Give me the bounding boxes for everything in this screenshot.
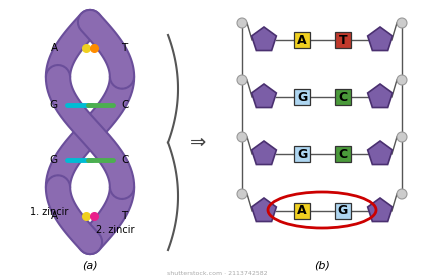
Circle shape	[397, 75, 407, 85]
Circle shape	[237, 132, 247, 142]
Text: T: T	[121, 43, 127, 53]
Text: A: A	[50, 43, 58, 53]
Text: G: G	[297, 90, 307, 104]
Text: T: T	[339, 34, 347, 46]
Circle shape	[397, 18, 407, 28]
Text: G: G	[297, 148, 307, 160]
FancyBboxPatch shape	[294, 203, 310, 219]
FancyBboxPatch shape	[335, 203, 351, 219]
Circle shape	[237, 75, 247, 85]
FancyBboxPatch shape	[294, 146, 310, 162]
Text: ⇒: ⇒	[190, 132, 206, 151]
Text: C: C	[339, 90, 348, 104]
Circle shape	[397, 189, 407, 199]
Polygon shape	[252, 84, 276, 108]
Text: G: G	[49, 99, 57, 109]
Text: (a): (a)	[82, 261, 98, 271]
Text: T: T	[121, 211, 127, 221]
Text: G: G	[338, 204, 348, 218]
Polygon shape	[252, 27, 276, 50]
Text: 2. zincir: 2. zincir	[96, 225, 134, 235]
Polygon shape	[368, 198, 392, 221]
Text: C: C	[339, 148, 348, 160]
Polygon shape	[368, 84, 392, 108]
Text: A: A	[297, 204, 307, 218]
Polygon shape	[252, 141, 276, 165]
Polygon shape	[252, 198, 276, 221]
FancyBboxPatch shape	[294, 89, 310, 105]
Circle shape	[397, 132, 407, 142]
FancyBboxPatch shape	[335, 146, 351, 162]
Text: (b): (b)	[314, 261, 330, 271]
Text: G: G	[49, 155, 57, 165]
Text: C: C	[121, 155, 128, 165]
Text: A: A	[50, 211, 58, 221]
Polygon shape	[368, 27, 392, 50]
FancyBboxPatch shape	[335, 89, 351, 105]
Polygon shape	[368, 141, 392, 165]
Text: C: C	[121, 99, 128, 109]
Text: A: A	[297, 34, 307, 46]
Circle shape	[237, 189, 247, 199]
Text: 1. zincir: 1. zincir	[30, 207, 69, 217]
FancyBboxPatch shape	[294, 32, 310, 48]
Circle shape	[237, 18, 247, 28]
FancyBboxPatch shape	[335, 32, 351, 48]
Text: shutterstock.com · 2113742582: shutterstock.com · 2113742582	[167, 271, 267, 276]
